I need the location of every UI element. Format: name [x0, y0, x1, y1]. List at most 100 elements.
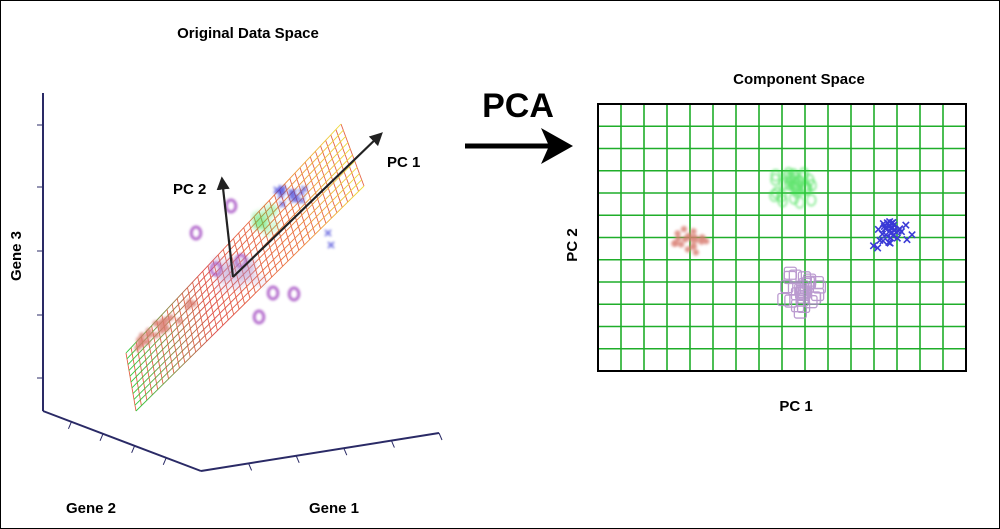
square-marker [784, 294, 798, 308]
asterisk-stroke [157, 320, 164, 326]
asterisk-stroke [186, 299, 193, 305]
cross-marker [327, 241, 335, 249]
circle-marker [770, 173, 781, 186]
asterisk-stroke [134, 344, 141, 351]
asterisk-stroke [136, 337, 143, 343]
circle-marker [779, 177, 790, 190]
cross-stroke [278, 188, 286, 196]
square-marker [795, 293, 809, 307]
asterisk-marker [689, 227, 697, 235]
component-square-cluster [777, 266, 827, 319]
cross-marker [873, 244, 882, 252]
asterisk-marker [152, 320, 160, 328]
asterisk-marker [135, 336, 143, 344]
gene1-tick [390, 440, 395, 448]
pc2-vector-label: PC 2 [173, 181, 206, 198]
circle-marker [287, 286, 301, 302]
asterisk-marker [680, 225, 688, 233]
asterisk-stroke [152, 320, 159, 327]
circle-marker [800, 183, 811, 196]
component-round-cluster [769, 167, 817, 209]
asterisk-marker [144, 338, 152, 346]
asterisk-stroke [163, 317, 170, 323]
cross-stroke [876, 236, 884, 245]
cross-stroke [874, 225, 883, 234]
asterisk-stroke [671, 240, 678, 247]
circle-marker [806, 193, 817, 207]
circle-marker [224, 198, 238, 214]
circle-marker [788, 168, 799, 181]
asterisk-marker [677, 240, 685, 248]
square-marker [213, 259, 223, 269]
gene1-tick [343, 448, 348, 456]
asterisk-marker [175, 317, 183, 325]
cross-stroke [894, 227, 902, 235]
cross-marker [885, 223, 893, 231]
square-marker [797, 286, 812, 300]
component-cross-cluster [869, 217, 916, 252]
component-space-frame [597, 103, 967, 372]
circle-marker [264, 227, 272, 236]
asterisk-stroke [137, 340, 144, 347]
gene1-tick [295, 455, 300, 463]
cross-marker [886, 239, 894, 247]
gene1-axis-label: Gene 1 [309, 500, 359, 517]
circle-marker [802, 182, 813, 195]
cross-stroke [885, 223, 893, 231]
circle-marker [253, 216, 261, 225]
original-cross-cluster [273, 184, 335, 249]
square-marker [798, 277, 812, 292]
axis-ticks [37, 124, 443, 471]
square-marker [241, 272, 252, 282]
cross-marker [876, 236, 884, 245]
square-marker [794, 283, 808, 297]
cross-marker [278, 200, 287, 208]
cross-marker [293, 193, 301, 201]
square-marker [780, 279, 794, 294]
cross-marker [879, 219, 888, 228]
pc2-axis-label: PC 2 [564, 228, 581, 261]
asterisk-stroke [674, 230, 681, 237]
circle-marker [789, 177, 801, 191]
asterisk-stroke [699, 235, 705, 242]
component-space-points [670, 167, 916, 319]
left-panel-title: Original Data Space [177, 25, 319, 42]
cross-marker [874, 225, 883, 234]
cross-marker [298, 197, 306, 205]
asterisk-marker [190, 300, 198, 308]
gene2-axis-label: Gene 2 [66, 500, 116, 517]
gene2-tick [67, 421, 72, 429]
gene1-axis-line [200, 432, 440, 472]
asterisk-marker [674, 229, 682, 237]
circle-marker [770, 169, 781, 182]
3d-axes [42, 93, 440, 472]
original-round-cluster [252, 204, 279, 236]
asterisk-marker [670, 240, 678, 248]
circle-marker [794, 196, 805, 209]
asterisk-stroke [144, 339, 151, 345]
asterisk-stroke [139, 332, 145, 339]
gene2-axis-line [42, 410, 202, 472]
component-star-cluster [670, 225, 710, 256]
asterisk-marker [152, 331, 160, 339]
pca-transform-arrow [465, 128, 573, 164]
asterisk-stroke [167, 314, 174, 321]
cross-stroke [293, 193, 301, 201]
square-marker [256, 277, 266, 287]
asterisk-marker [158, 327, 166, 335]
asterisk-stroke [681, 226, 687, 232]
cross-stroke [278, 200, 287, 208]
cross-stroke [290, 189, 298, 197]
cross-stroke [893, 234, 902, 242]
cross-stroke [327, 241, 335, 249]
gene2-tick [162, 457, 167, 465]
square-marker [247, 273, 257, 283]
cross-stroke [908, 230, 916, 239]
cross-stroke [886, 239, 894, 247]
component-space-grid [597, 103, 967, 372]
gene2-tick [131, 445, 136, 453]
cross-stroke [869, 241, 878, 250]
cross-stroke [873, 244, 882, 252]
